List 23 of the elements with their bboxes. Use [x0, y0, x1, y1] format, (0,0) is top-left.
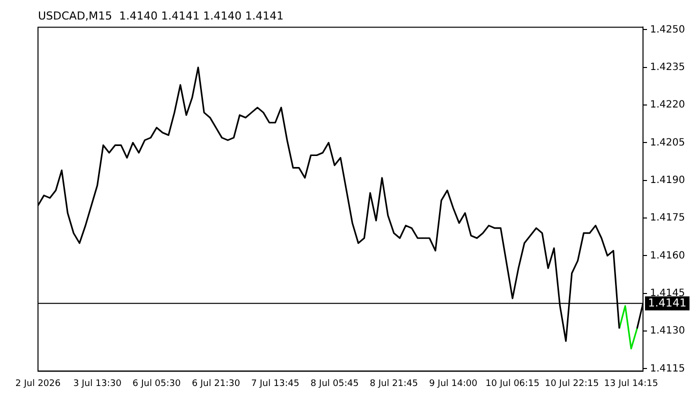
- x-tick-label: 9 Jul 14:00: [429, 378, 478, 389]
- x-tick-label: 13 Jul 14:15: [604, 378, 658, 389]
- y-tick-label: 1.4130: [650, 326, 686, 337]
- y-tick-label: 1.4205: [650, 137, 686, 148]
- x-tick-label: 8 Jul 05:45: [310, 378, 359, 389]
- x-tick-label: 3 Jul 13:30: [73, 378, 122, 389]
- x-tick-label: 7 Jul 13:45: [251, 378, 300, 389]
- x-tick-label: 6 Jul 21:30: [192, 378, 240, 389]
- y-tick-label: 1.4235: [650, 62, 686, 73]
- x-tick-label: 8 Jul 21:45: [370, 378, 418, 389]
- y-tick-label: 1.4175: [650, 212, 686, 224]
- y-tick-label: 1.4250: [650, 24, 686, 36]
- y-tick-label: 1.4220: [650, 100, 686, 111]
- y-tick-label: 1.4145: [650, 288, 686, 299]
- chart-title: USDCAD,M15 1.4140 1.4141 1.4140 1.4141: [38, 9, 284, 22]
- x-tick-label: 2 Jul 2026: [15, 378, 61, 389]
- ref-line-label: 1.4141: [648, 296, 687, 310]
- x-tick-label: 10 Jul 22:15: [544, 378, 599, 389]
- x-tick-label: 10 Jul 06:15: [486, 378, 540, 389]
- y-tick-label: 1.4190: [650, 174, 686, 186]
- x-tick-label: 6 Jul 05:30: [132, 378, 182, 389]
- y-tick-label: 1.4160: [650, 250, 686, 262]
- y-tick-label: 1.4115: [650, 363, 686, 374]
